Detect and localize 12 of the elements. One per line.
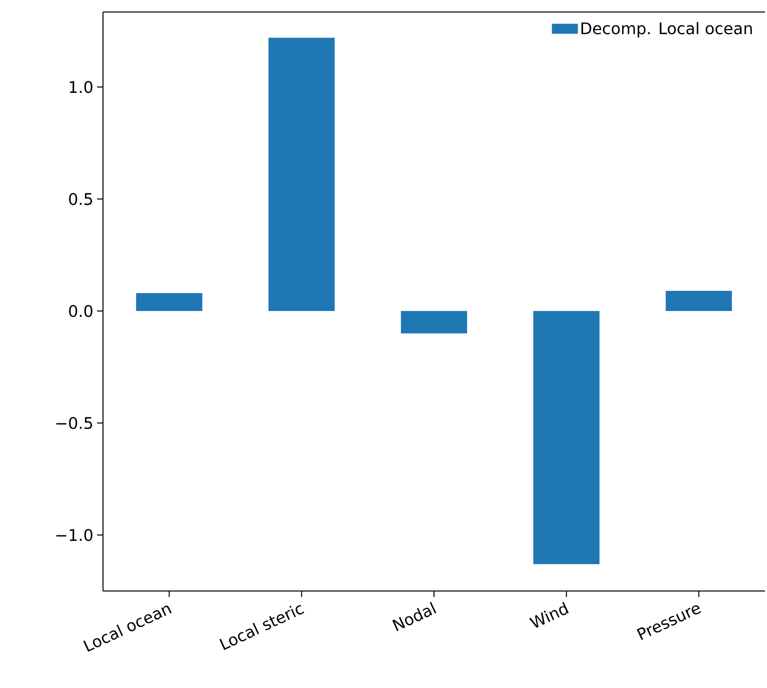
x-tick-label: Wind [529,602,569,628]
bar [268,38,335,312]
bar [400,311,468,334]
y-tick-label: −0.5 [56,416,92,430]
bar [666,290,732,312]
legend-label: Decomp. Local ocean [581,22,752,38]
y-tick-label: 1.0 [70,80,92,94]
y-tick-label: 0.5 [69,192,92,206]
y-tick-label: −1.0 [56,528,92,542]
bar [136,293,202,312]
bar [533,311,600,564]
y-tick-label: 0.0 [69,304,92,318]
